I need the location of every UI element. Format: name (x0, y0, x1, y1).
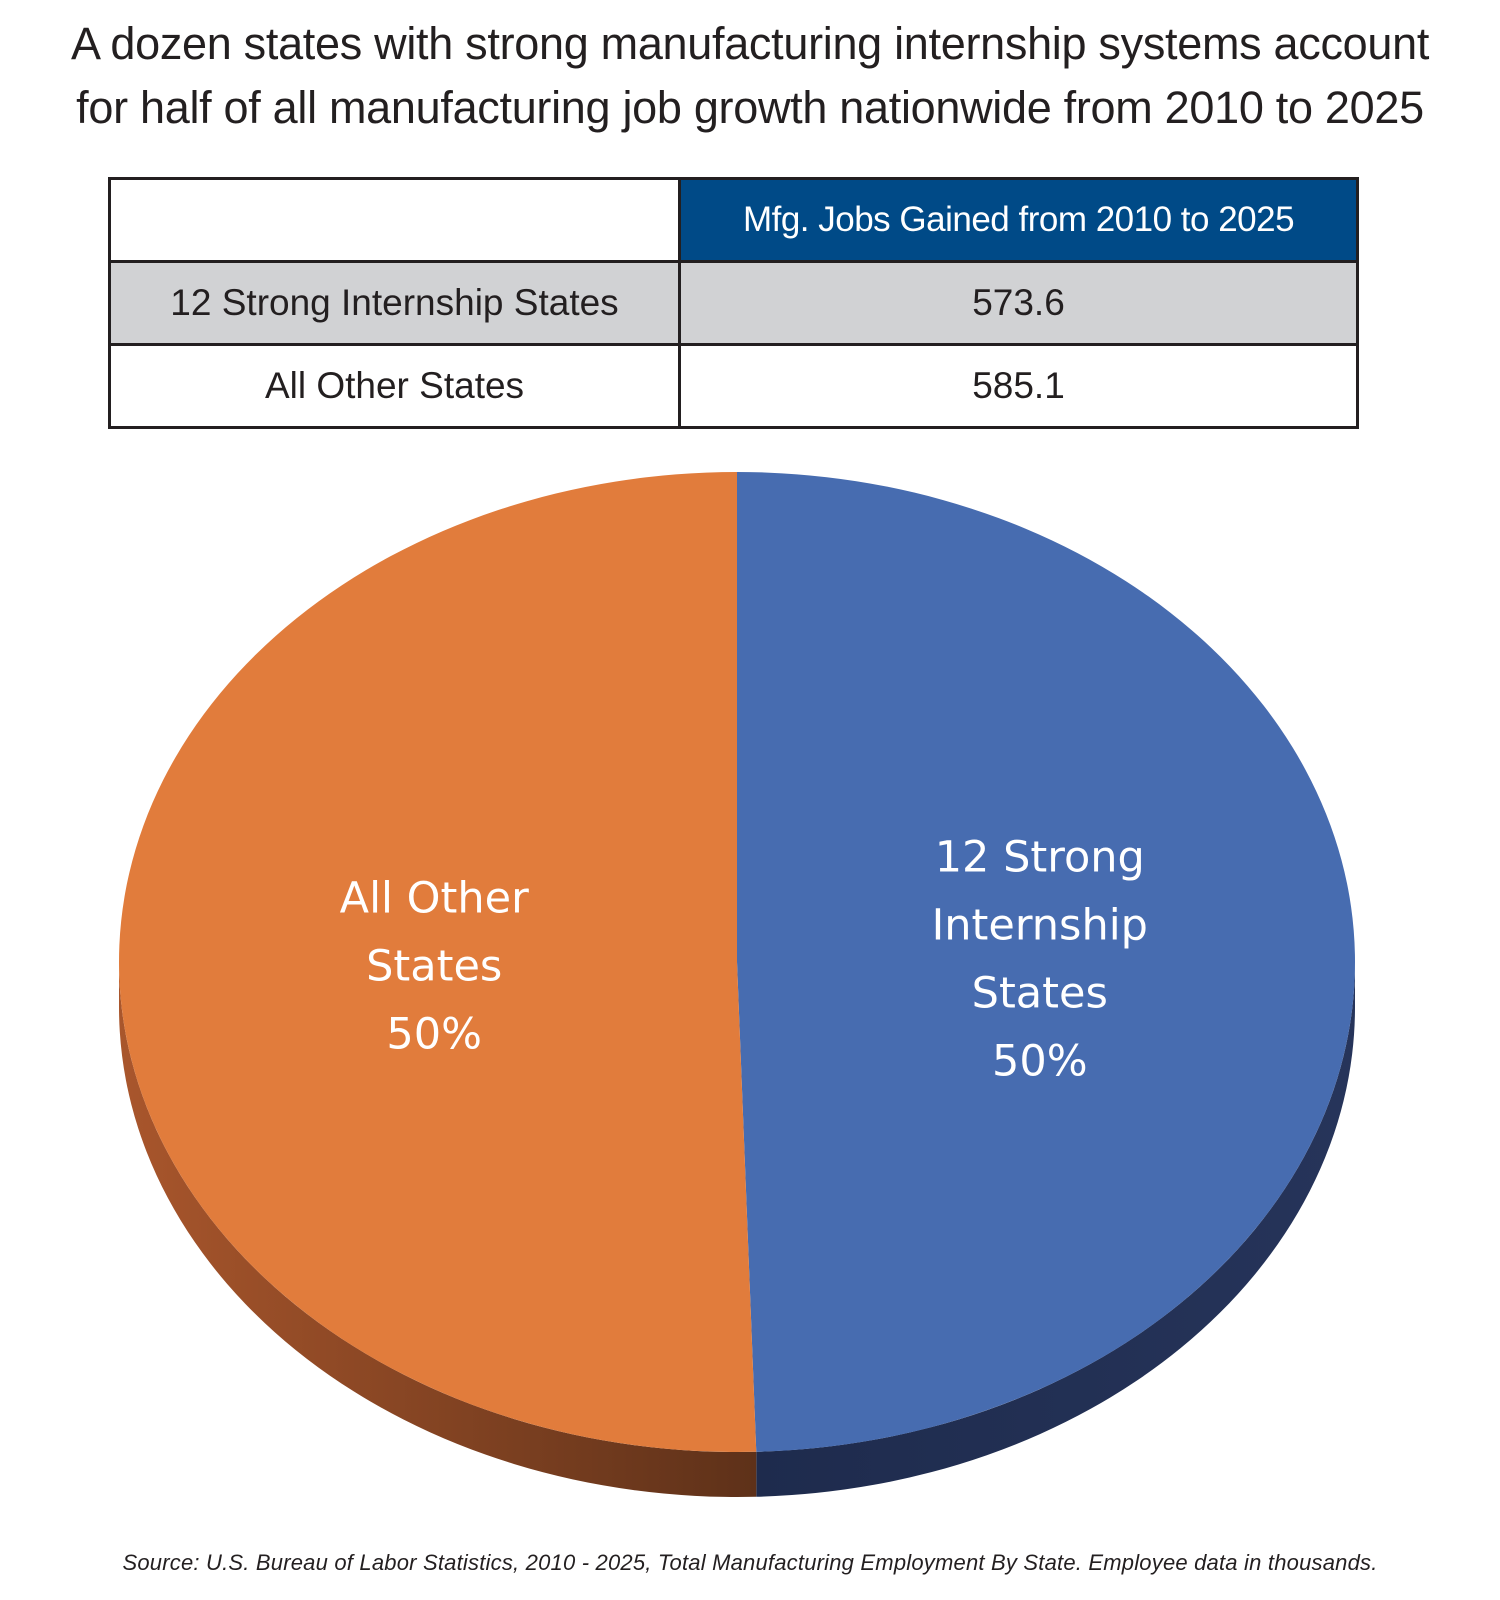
pie-slice-label: States (972, 968, 1108, 1018)
pie-slice (737, 472, 1356, 1452)
table-row: 12 Strong Internship States 573.6 (108, 260, 1359, 346)
table-row-label: 12 Strong Internship States (108, 260, 681, 346)
table-row-value: 585.1 (678, 343, 1359, 429)
source-note: Source: U.S. Bureau of Labor Statistics,… (122, 1550, 1378, 1575)
chart-title: A dozen states with strong manufacturing… (0, 12, 1500, 140)
jobs-table: Mfg. Jobs Gained from 2010 to 2025 12 St… (108, 177, 1359, 429)
pie-chart: 12 Strong Internship States 50% All Other Sta… (0, 450, 1500, 1530)
pie-slice (119, 472, 757, 1452)
pie-slice-side (756, 962, 1355, 1497)
chart-title-line-2: for half of all manufacturing job growth… (76, 82, 1424, 133)
table-row-label: All Other States (108, 343, 681, 429)
pie-slice-label: Internship (932, 900, 1148, 950)
pie-slice-label: States (366, 942, 502, 992)
pie-slice-label: 50% (386, 1010, 482, 1060)
table-row-value: 573.6 (678, 260, 1359, 346)
pie-slice-label: 50% (992, 1036, 1088, 1086)
table-row: All Other States 585.1 (108, 343, 1359, 429)
table-header-jobs-gained: Mfg. Jobs Gained from 2010 to 2025 (678, 177, 1359, 263)
pie-slice-label: All Other (340, 874, 529, 924)
pie-chart-svg: 12 Strong Internship States 50% All Other Sta… (119, 472, 1356, 1498)
table-header-row: Mfg. Jobs Gained from 2010 to 2025 (108, 177, 1359, 263)
pie-slice-label: 12 Strong (935, 832, 1145, 882)
table-header-blank-cell (108, 177, 681, 263)
chart-title-line-1: A dozen states with strong manufacturing… (70, 18, 1430, 69)
